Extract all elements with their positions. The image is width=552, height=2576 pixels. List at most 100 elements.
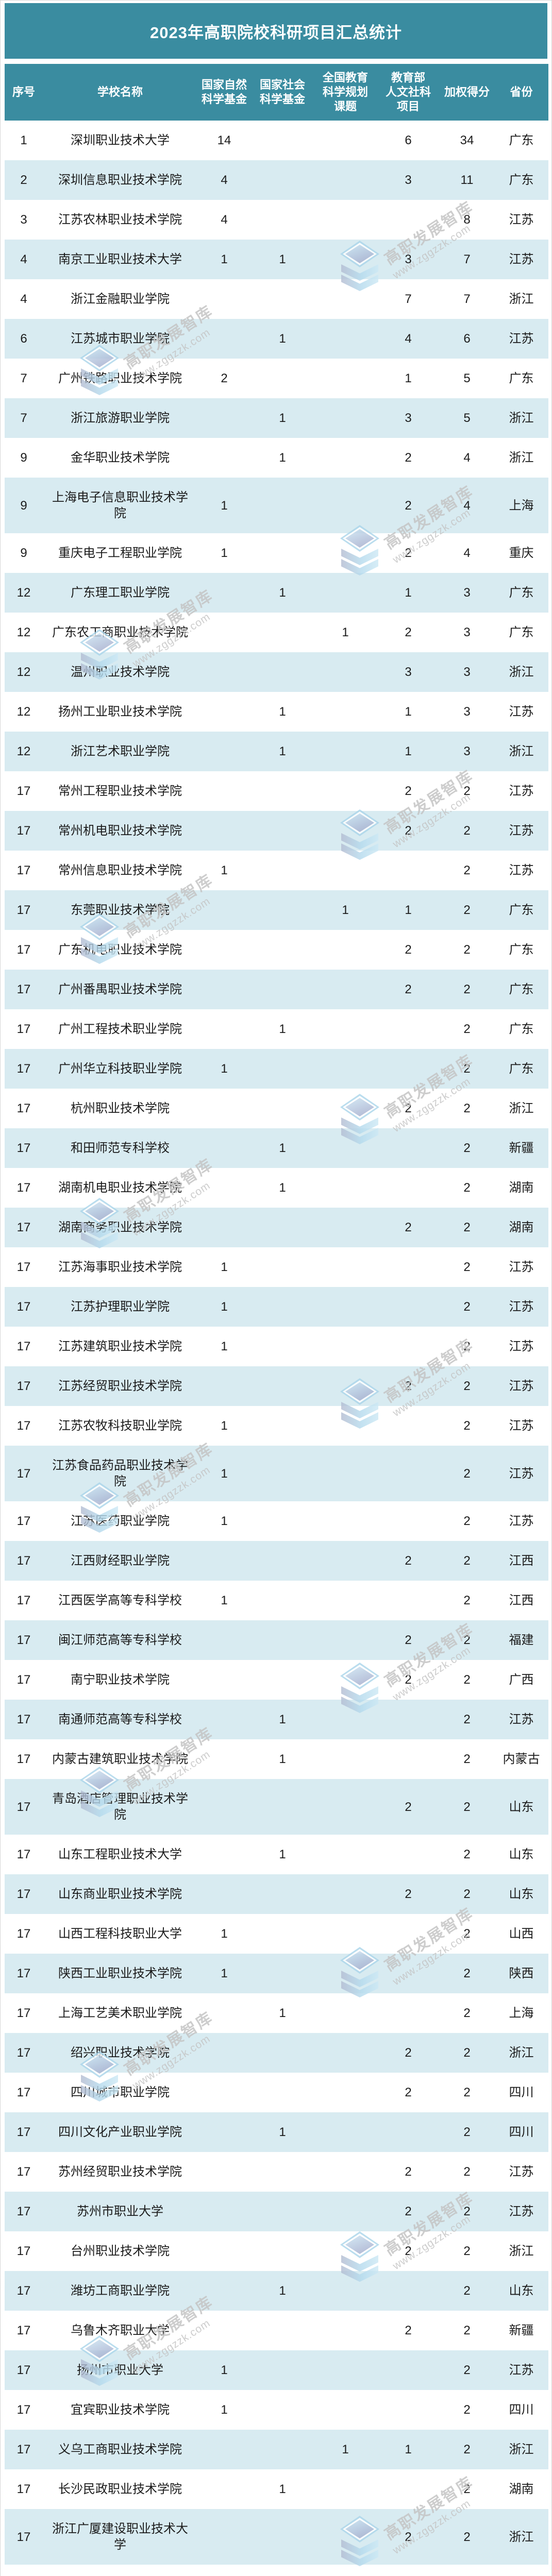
moe-hss-cell — [377, 1835, 440, 1874]
edu-plan-cell — [314, 438, 377, 478]
moe-hss-cell: 2 — [377, 1620, 440, 1660]
table-row: 17 常州信息职业技术学院 1 2 江苏 — [5, 851, 548, 890]
table-row: 17 山东工程职业技术大学 1 2 山东 — [5, 1835, 548, 1874]
rank-cell: 17 — [5, 1739, 43, 1779]
nssf-cell — [251, 1914, 314, 1954]
weighted-score-cell: 2 — [440, 2311, 494, 2350]
weighted-score-cell: 3 — [440, 573, 494, 613]
table-row: 17 江苏食品药品职业技术学院 1 2 江苏 — [5, 1446, 548, 1501]
nsfc-cell: 1 — [197, 2565, 251, 2576]
table-row: 17 扬州市职业大学 1 2 江苏 — [5, 2350, 548, 2390]
school-name-cell: 广州工程技术职业学院 — [43, 1009, 197, 1049]
column-header-nssf: 国家社会 科学基金 — [251, 64, 314, 121]
province-cell: 江西 — [494, 1541, 548, 1581]
table-row: 17 南宁职业技术学院 2 2 广西 — [5, 1660, 548, 1700]
weighted-score-cell: 2 — [440, 1287, 494, 1327]
school-name-cell: 潍坊工商职业学院 — [43, 2271, 197, 2311]
weighted-score-cell: 2 — [440, 1168, 494, 1208]
province-cell: 山西 — [494, 1914, 548, 1954]
moe-hss-cell: 7 — [377, 279, 440, 319]
table-row: 17 广州番禺职业技术学院 2 2 广东 — [5, 970, 548, 1009]
moe-hss-cell — [377, 1049, 440, 1089]
nssf-cell — [251, 2430, 314, 2469]
school-name-cell: 深圳信息职业技术学院 — [43, 160, 197, 200]
moe-hss-cell: 2 — [377, 1874, 440, 1914]
table-row: 17 湖南机电职业技术学院 1 2 湖南 — [5, 1168, 548, 1208]
weighted-score-cell: 2 — [440, 2271, 494, 2311]
nsfc-cell — [197, 1168, 251, 1208]
nssf-cell — [251, 1208, 314, 1247]
edu-plan-cell — [314, 1835, 377, 1874]
nsfc-cell — [197, 930, 251, 970]
rank-cell: 17 — [5, 1247, 43, 1287]
school-name-cell: 江苏农林职业技术学院 — [43, 200, 197, 240]
rank-cell: 17 — [5, 2565, 43, 2576]
moe-hss-cell: 2 — [377, 1541, 440, 1581]
nssf-cell — [251, 851, 314, 890]
school-name-cell: 广东农工商职业技术学院 — [43, 613, 197, 652]
rank-cell: 17 — [5, 2430, 43, 2469]
province-cell: 广东 — [494, 970, 548, 1009]
weighted-score-cell: 2 — [440, 2565, 494, 2576]
edu-plan-cell — [314, 1327, 377, 1366]
nsfc-cell: 4 — [197, 200, 251, 240]
school-name-cell: 和田师范专科学校 — [43, 1128, 197, 1168]
nsfc-cell — [197, 2311, 251, 2350]
province-cell: 广东 — [494, 613, 548, 652]
nssf-cell — [251, 1247, 314, 1287]
moe-hss-cell — [377, 851, 440, 890]
moe-hss-cell: 2 — [377, 2311, 440, 2350]
school-name-cell: 陕西工业职业技术学院 — [43, 1954, 197, 1993]
nsfc-cell — [197, 2033, 251, 2073]
school-name-cell: 山西工程科技职业大学 — [43, 1914, 197, 1954]
edu-plan-cell — [314, 1581, 377, 1620]
table-row: 3 江苏农林职业技术学院 4 8 江苏 — [5, 200, 548, 240]
nssf-cell — [251, 2565, 314, 2576]
moe-hss-cell: 2 — [377, 970, 440, 1009]
weighted-score-cell: 5 — [440, 398, 494, 438]
province-cell: 新疆 — [494, 1128, 548, 1168]
school-name-cell: 苏州市职业大学 — [43, 2192, 197, 2231]
school-name-cell: 扬州工业职业技术学院 — [43, 692, 197, 732]
table-row: 9 重庆电子工程职业学院 1 2 4 重庆 — [5, 533, 548, 573]
edu-plan-cell — [314, 1366, 377, 1406]
weighted-score-cell: 2 — [440, 1874, 494, 1914]
nsfc-cell — [197, 1009, 251, 1049]
table-row: 4 浙江金融职业学院 7 7 浙江 — [5, 279, 548, 319]
nsfc-cell: 1 — [197, 851, 251, 890]
rank-cell: 17 — [5, 1049, 43, 1089]
school-name-cell: 长沙民政职业技术学院 — [43, 2469, 197, 2509]
moe-hss-cell — [377, 1954, 440, 1993]
province-cell: 浙江 — [494, 2509, 548, 2565]
weighted-score-cell: 6 — [440, 319, 494, 359]
table-row: 17 江苏医药职业学院 1 2 江苏 — [5, 1501, 548, 1541]
province-cell: 江苏 — [494, 1287, 548, 1327]
province-cell: 山东 — [494, 1874, 548, 1914]
edu-plan-cell — [314, 359, 377, 398]
nssf-cell: 1 — [251, 1009, 314, 1049]
school-name-cell: 温州职业技术学院 — [43, 652, 197, 692]
nsfc-cell — [197, 2231, 251, 2271]
nsfc-cell: 1 — [197, 1446, 251, 1501]
column-header-rank: 序号 — [5, 64, 43, 121]
nsfc-cell: 1 — [197, 1581, 251, 1620]
moe-hss-cell: 2 — [377, 1208, 440, 1247]
school-name-cell: 江苏经贸职业技术学院 — [43, 1366, 197, 1406]
table-row: 17 江苏经贸职业技术学院 2 2 江苏 — [5, 1366, 548, 1406]
edu-plan-cell — [314, 121, 377, 160]
nsfc-cell: 1 — [197, 1954, 251, 1993]
rank-cell: 17 — [5, 2192, 43, 2231]
column-header-weighted-score: 加权得分 — [440, 64, 494, 121]
weighted-score-cell: 2 — [440, 1501, 494, 1541]
edu-plan-cell — [314, 1914, 377, 1954]
rank-cell: 2 — [5, 160, 43, 200]
rank-cell: 17 — [5, 1835, 43, 1874]
edu-plan-cell — [314, 1089, 377, 1128]
moe-hss-cell: 2 — [377, 2509, 440, 2565]
rank-cell: 17 — [5, 1874, 43, 1914]
table-row: 17 潍坊工商职业学院 1 2 山东 — [5, 2271, 548, 2311]
nsfc-cell — [197, 2469, 251, 2509]
edu-plan-cell — [314, 2112, 377, 2152]
table-row: 1 深圳职业技术大学 14 6 34 广东 — [5, 121, 548, 160]
edu-plan-cell — [314, 1009, 377, 1049]
